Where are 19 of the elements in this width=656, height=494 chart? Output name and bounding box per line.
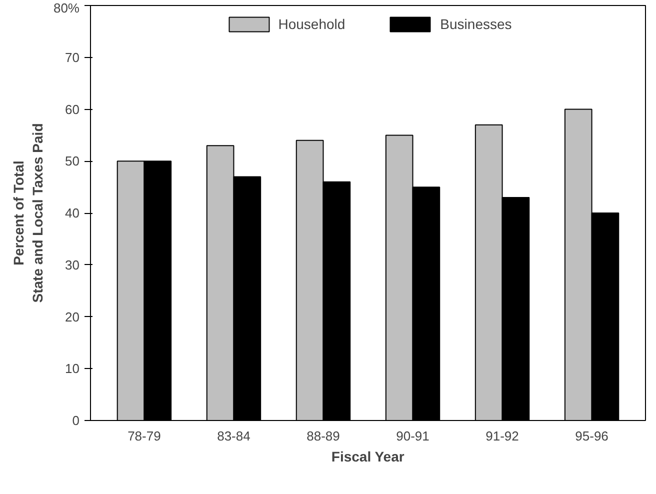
y-tick-label: 30 [65, 257, 80, 272]
y-tick-label: 80% [53, 0, 80, 16]
y-axis-title: Percent of Total State and Local Taxes Paid [10, 123, 46, 303]
legend-label: Household [278, 16, 346, 32]
y-tick-label: 70 [65, 50, 80, 65]
y-tick-label: 60 [65, 102, 80, 117]
x-tick-label: 95-96 [575, 428, 608, 444]
x-tick-label: 91-92 [486, 428, 519, 444]
x-tick-label: 78-79 [128, 428, 161, 444]
y-tick-label: 50 [65, 154, 80, 169]
y-tick-label: 20 [65, 309, 80, 324]
legend-label: Businesses [440, 16, 512, 32]
y-tick-label: 40 [65, 206, 80, 220]
x-axis-title: Fiscal Year [331, 448, 405, 464]
x-tick-label: 90-91 [396, 428, 430, 444]
y-tick-label: 10 [65, 361, 80, 376]
y-tick-label: 0 [72, 413, 80, 428]
x-tick-label: 83-84 [217, 428, 250, 444]
x-tick-label: 88-89 [306, 428, 340, 444]
